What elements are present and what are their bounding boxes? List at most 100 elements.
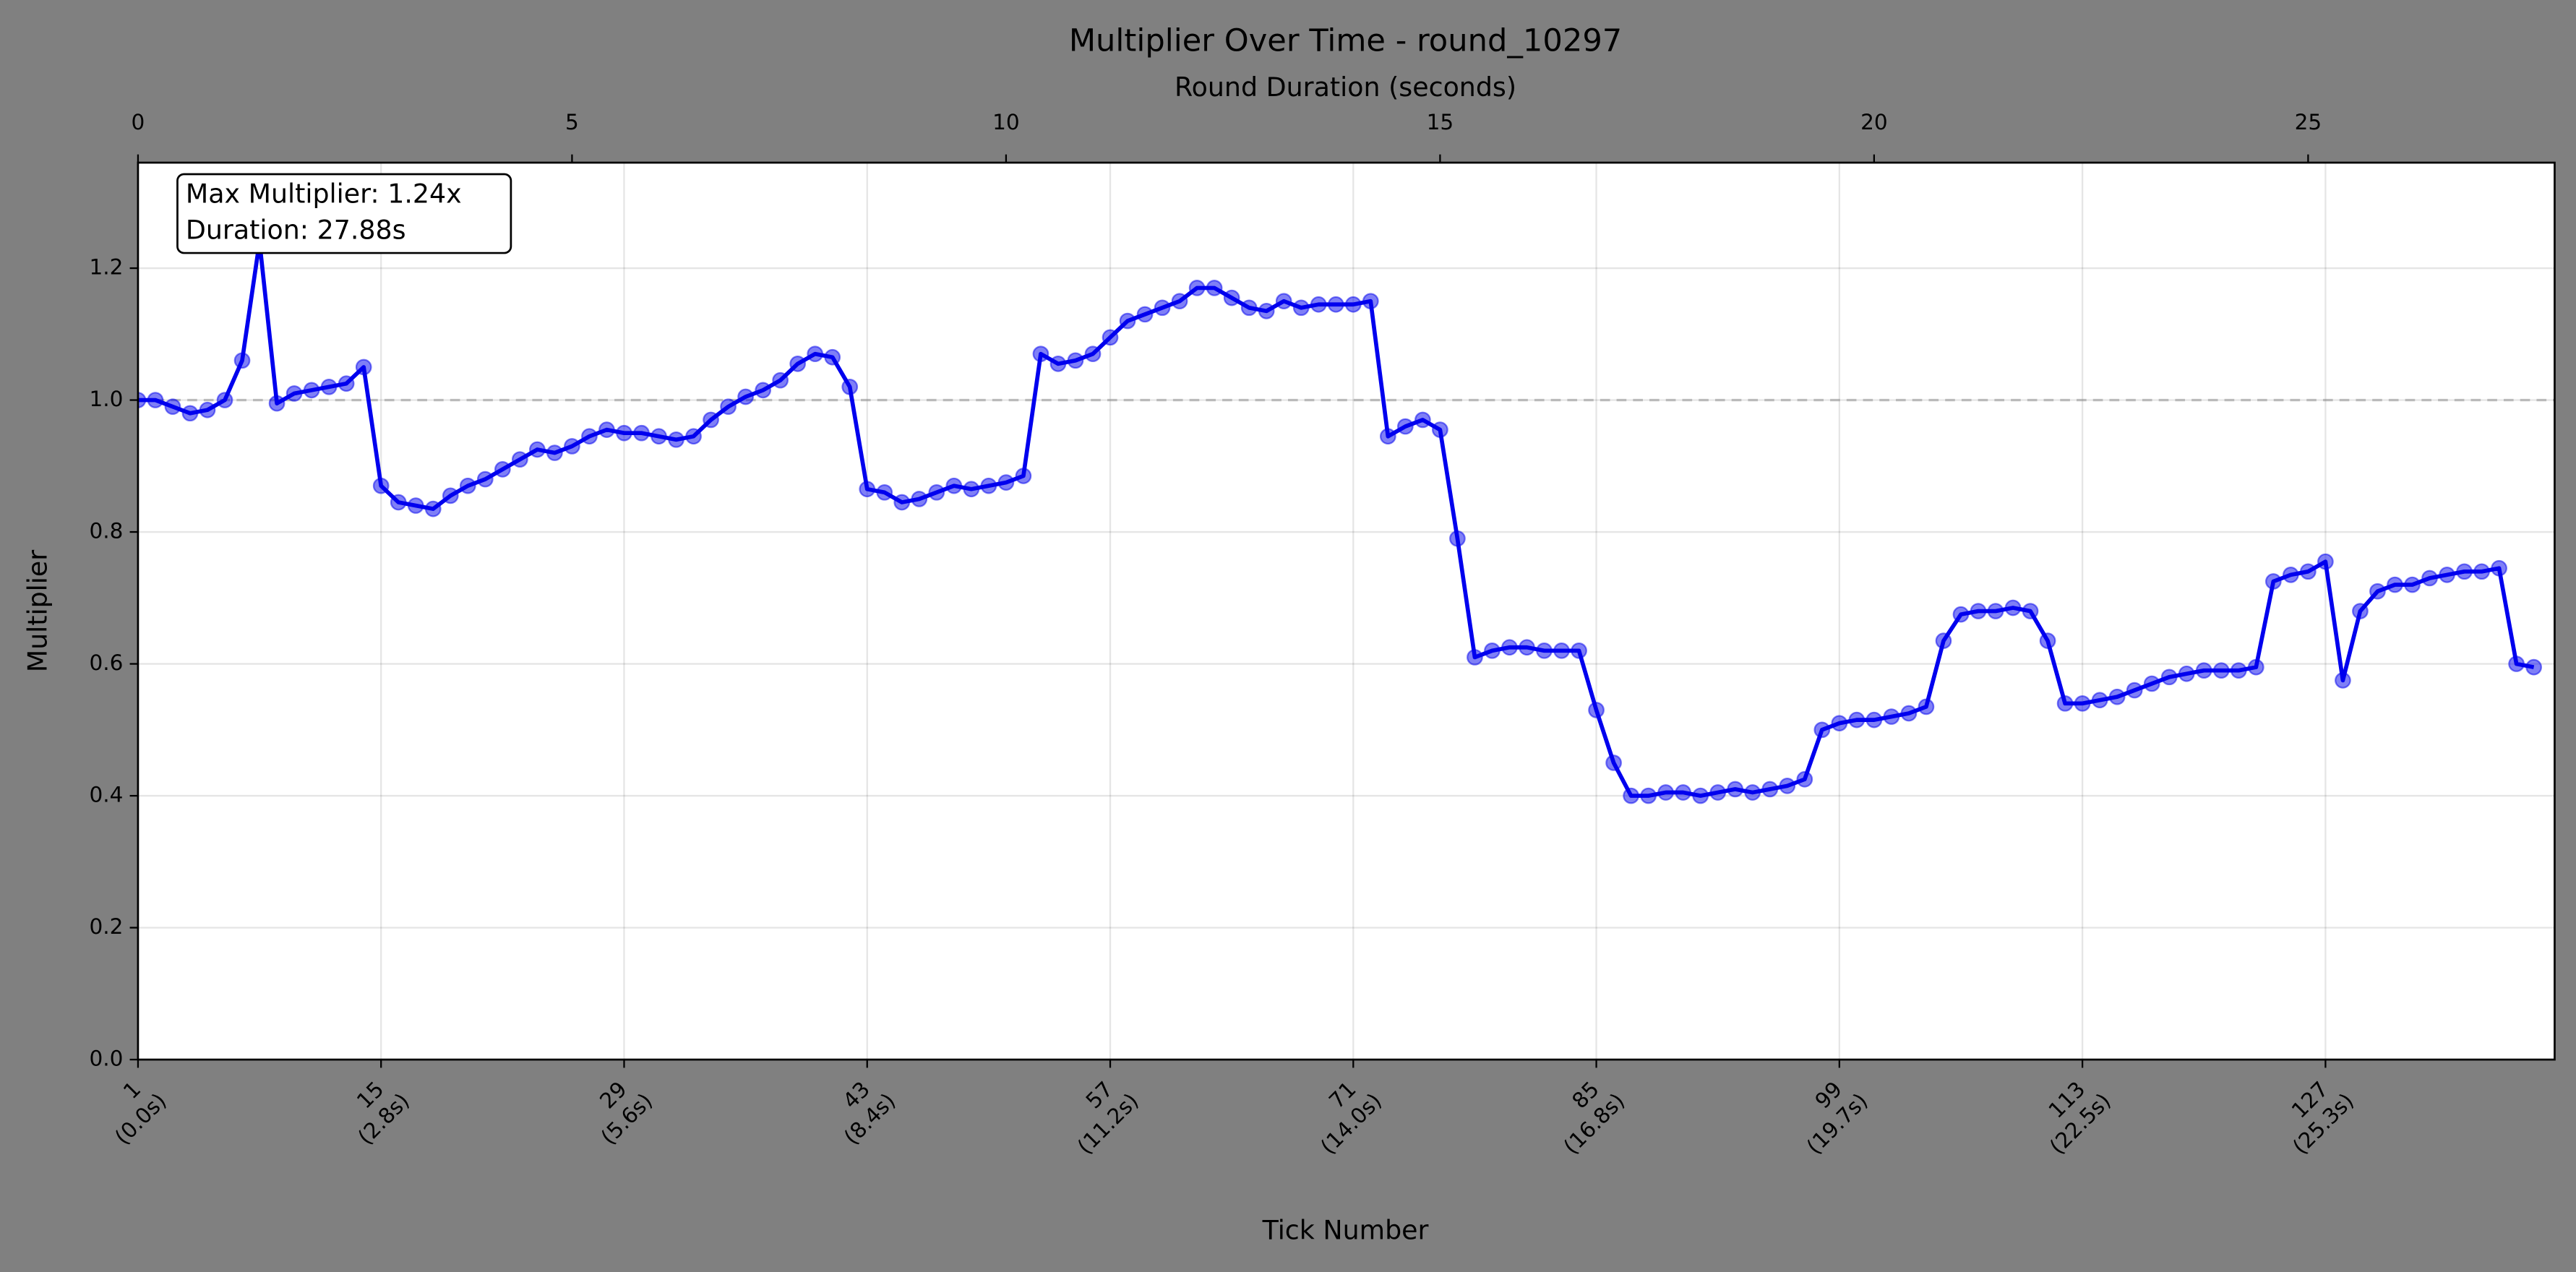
data-point (1171, 293, 1188, 310)
data-point (616, 424, 632, 442)
data-point (494, 461, 511, 478)
data-point (2456, 563, 2473, 580)
data-point (164, 398, 181, 416)
data-point (633, 424, 650, 442)
data-point (1935, 632, 1952, 649)
data-point (755, 382, 771, 399)
data-point (424, 500, 442, 517)
data-point (1848, 711, 1866, 729)
data-point (564, 438, 580, 455)
y-tick-label: 0.2 (90, 914, 124, 939)
x2-tick-label: 10 (992, 110, 1020, 134)
data-point (1657, 784, 1675, 801)
data-point (1188, 280, 1206, 296)
data-point (2126, 682, 2143, 699)
y-tick-label: 1.0 (90, 387, 124, 411)
data-point (1623, 787, 1639, 804)
plot-area (137, 163, 2555, 1060)
data-point (1449, 530, 1466, 547)
data-point (807, 345, 824, 363)
data-point (390, 494, 407, 511)
data-point (1866, 711, 1883, 729)
data-point (1084, 345, 1102, 363)
data-point (1501, 639, 1518, 656)
data-point (893, 494, 911, 511)
data-point (442, 487, 459, 504)
data-point (598, 421, 615, 438)
data-point (2352, 603, 2369, 619)
data-point (685, 428, 702, 445)
data-point (1813, 721, 1831, 739)
data-point (355, 358, 372, 376)
data-point (137, 392, 147, 408)
annotation-text: Duration: 27.88s (186, 215, 406, 246)
x2-tick-label: 0 (132, 110, 145, 134)
data-point (1049, 356, 1067, 372)
data-point (199, 401, 216, 418)
data-point (772, 371, 789, 389)
data-point (233, 352, 251, 369)
data-point (1258, 303, 1275, 319)
data-point (2300, 563, 2317, 580)
data-point (2439, 567, 2455, 583)
data-point (1327, 296, 1344, 313)
data-point (668, 431, 684, 448)
data-point (338, 375, 355, 392)
data-point (216, 392, 233, 408)
data-point (1396, 418, 1414, 435)
data-point (1918, 698, 1935, 716)
data-point (2264, 573, 2282, 590)
data-point (2525, 658, 2542, 676)
data-point (1344, 296, 1362, 313)
data-point (2160, 669, 2178, 686)
y-axis-label: Multiplier (22, 550, 53, 673)
data-point (1275, 293, 1292, 310)
data-point (1761, 781, 1779, 798)
data-point (876, 484, 893, 501)
data-point (1692, 787, 1709, 804)
data-point (1675, 784, 1692, 801)
data-point (1588, 702, 1605, 718)
data-point (2421, 570, 2438, 587)
data-point (459, 477, 476, 494)
data-point (720, 398, 737, 416)
data-point (1779, 778, 1796, 794)
data-point (2004, 599, 2022, 616)
y-tick-label: 1.2 (90, 255, 124, 280)
data-point (1032, 345, 1049, 363)
data-point (945, 477, 963, 494)
y-tick-label: 0.8 (90, 519, 124, 543)
data-point (476, 470, 494, 488)
data-point (2108, 688, 2126, 705)
data-point (2282, 567, 2299, 583)
data-point (2491, 559, 2507, 577)
data-point (1727, 781, 1744, 798)
data-point (320, 378, 338, 395)
x2-tick-label: 25 (2295, 110, 2322, 134)
data-point (1432, 421, 1448, 438)
data-point (2247, 658, 2264, 676)
data-point (529, 441, 546, 458)
annotation-box (176, 173, 512, 254)
data-point (824, 348, 841, 366)
data-point (181, 405, 199, 422)
data-point (2317, 553, 2334, 570)
data-point (2369, 583, 2386, 600)
annotation-text: Max Multiplier: 1.24x (186, 179, 462, 210)
data-point (1831, 715, 1848, 732)
data-point (407, 497, 424, 514)
data-point (1744, 784, 1761, 801)
data-point (1136, 306, 1154, 323)
data-point (2091, 692, 2108, 709)
data-point (1067, 352, 1084, 369)
chart-title: Multiplier Over Time - round_10297 (1069, 23, 1622, 59)
data-point (1102, 329, 1119, 346)
x2-axis-label: Round Duration (seconds) (1175, 72, 1516, 103)
data-point (1952, 606, 1970, 623)
data-point (1987, 603, 2004, 619)
data-point (2143, 675, 2160, 692)
y-tick-label: 0.4 (90, 783, 124, 807)
data-point (703, 411, 719, 429)
data-point (1206, 280, 1223, 296)
